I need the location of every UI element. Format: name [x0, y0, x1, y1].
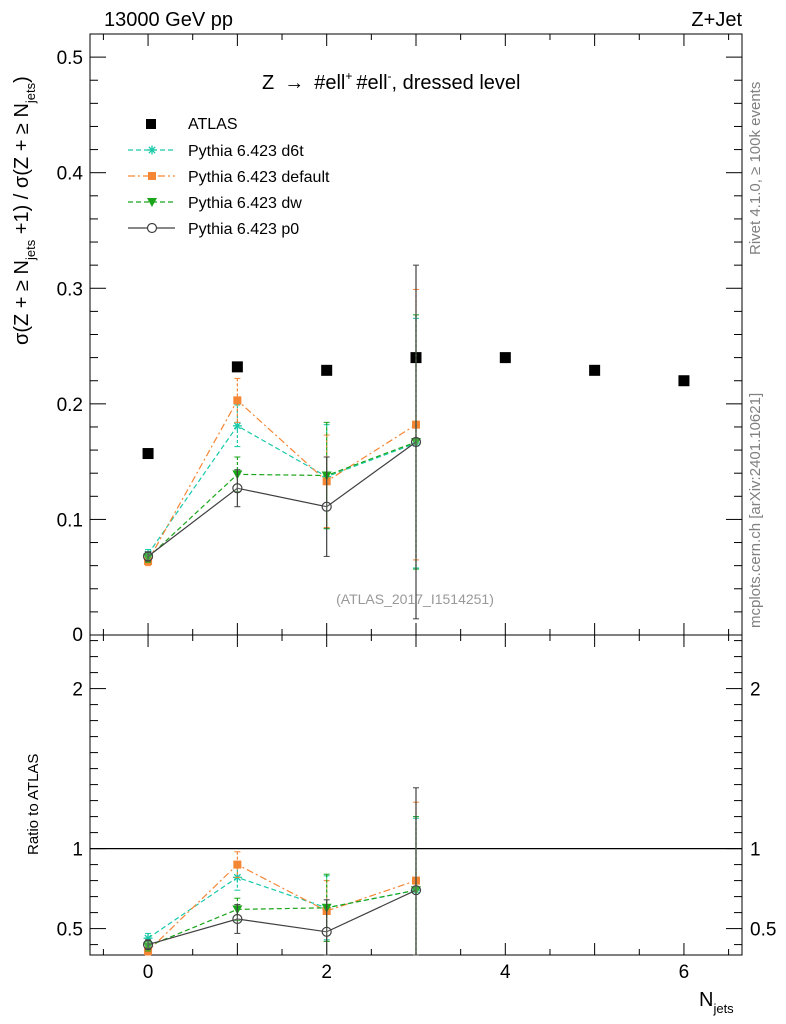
ratio-y-tick-labels: 0.5 1 2 — [57, 680, 83, 941]
ratio-panel: 0.5 1 2 0.5 1 2 0 2 4 6 Ratio to ATLAS — [25, 634, 776, 983]
x-tick-labels: 0 2 4 6 — [143, 962, 689, 983]
ratio-y-tick-label: 0.5 — [57, 920, 83, 941]
x-tick-label: 4 — [500, 962, 511, 983]
ratio-point-p0 — [232, 913, 243, 925]
legend-marker-d6t-star — [147, 145, 157, 155]
legend-marker-d6t — [147, 145, 157, 155]
ratio-series-default — [144, 801, 420, 956]
main-point-p0 — [232, 483, 243, 494]
ratio-y-tick-label-right: 1 — [750, 840, 761, 861]
main-panel: 0.1 0.2 0.3 0.4 0.5 0 (ATLAS_2017_I1514251) Z… — [11, 33, 743, 646]
legend-label-d6t: Pythia 6.423 d6t — [188, 143, 304, 160]
header-left-label: 13000 GeV pp — [104, 9, 233, 31]
source-label: mcplots.cern.ch [arXiv:2401.10621] — [747, 393, 764, 628]
main-line-default — [147, 399, 417, 562]
main-point-p0 — [321, 501, 332, 512]
x-tick-label: 0 — [143, 962, 154, 983]
main-series-p0 — [142, 264, 422, 620]
ratio-y-tick-label-right: 0.5 — [750, 920, 776, 941]
legend-marker-dw — [147, 198, 157, 207]
main-series-d6t — [143, 317, 421, 569]
main-point-atlas — [321, 364, 333, 376]
ratio-y-tick-labels-right: 0.5 1 2 — [750, 680, 776, 941]
main-point-atlas — [142, 448, 154, 460]
main-y-tick-label-zero: 0 — [72, 625, 83, 646]
legend-entry-d6t: Pythia 6.423 d6t — [128, 143, 304, 160]
main-line-dw — [147, 441, 417, 559]
x-tick-label: 6 — [679, 962, 690, 983]
main-y-tick-label: 0.3 — [57, 279, 83, 300]
legend-marker-p0 — [146, 222, 158, 234]
main-point-default — [233, 396, 242, 405]
main-line-p0 — [147, 441, 417, 557]
ratio-line-p0 — [147, 889, 417, 946]
main-series-default — [144, 288, 420, 567]
ratio-point-p0 — [142, 939, 154, 950]
main-line-d6t — [147, 425, 417, 555]
main-y-tick-label: 0.4 — [57, 164, 84, 185]
main-y-tick-label: 0.2 — [57, 395, 83, 416]
main-point-atlas — [231, 361, 243, 373]
legend-label-atlas: ATLAS — [188, 116, 238, 133]
legend-marker-atlas — [146, 119, 156, 129]
main-axis-ticks — [90, 33, 742, 636]
main-point-atlas — [499, 352, 511, 364]
legend-entry-default: Pythia 6.423 default — [128, 169, 330, 186]
ratio-point-p0 — [410, 885, 422, 896]
ratio-y-axis-label: Ratio to ATLAS — [25, 754, 42, 855]
ratio-series-p0 — [142, 787, 422, 956]
analysis-watermark: (ATLAS_2017_I1514251) — [336, 591, 494, 607]
ratio-y-tick-label: 1 — [72, 840, 83, 861]
rivet-version-label: Rivet 4.1.0, ≥ 100k events — [747, 82, 764, 255]
main-y-tick-label: 0.1 — [57, 510, 83, 531]
legend-entry-p0: Pythia 6.423 p0 — [128, 221, 299, 238]
legend: ATLAS Pythia 6.423 d6t Pythia 6.423 defa… — [128, 116, 330, 238]
main-point-p0 — [142, 551, 154, 562]
ratio-y-tick-label-right: 2 — [750, 680, 761, 701]
legend-label-p0: Pythia 6.423 p0 — [188, 221, 299, 238]
ratio-point-p0 — [321, 926, 332, 937]
legend-label-dw: Pythia 6.423 dw — [188, 195, 302, 212]
main-point-p0 — [410, 436, 422, 448]
main-point-atlas — [678, 375, 690, 387]
x-tick-label: 2 — [321, 962, 332, 983]
main-y-tick-label: 0.5 — [57, 48, 83, 69]
legend-marker-default — [148, 172, 156, 180]
ratio-series-layer — [142, 787, 422, 956]
main-point-atlas — [589, 364, 601, 376]
main-y-axis-label: σ(Z + ≥ Njets +1) / σ(Z + ≥ Njets) — [11, 76, 38, 345]
ratio-y-tick-label: 2 — [72, 680, 83, 701]
ratio-point-default — [233, 860, 242, 869]
main-series-dw — [143, 314, 421, 570]
legend-entry-dw: Pythia 6.423 dw — [128, 195, 302, 212]
main-y-tick-labels: 0.1 0.2 0.3 0.4 0.5 0 — [57, 48, 84, 646]
header-right-label: Z+Jet — [691, 9, 742, 31]
main-series-layer — [142, 264, 690, 620]
legend-entry-atlas: ATLAS — [146, 116, 238, 133]
ratio-line-d6t — [147, 876, 417, 939]
plot-title: Z → #ell+ #ell-, dressed level — [262, 69, 520, 94]
legend-label-default: Pythia 6.423 default — [188, 169, 330, 186]
ratio-line-dw — [147, 889, 417, 947]
x-axis-label: Njets — [699, 989, 734, 1016]
ratio-line-default — [147, 863, 417, 952]
